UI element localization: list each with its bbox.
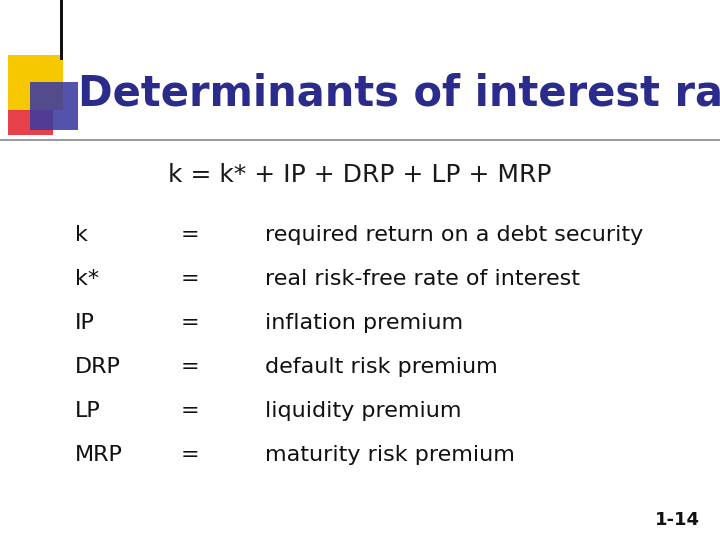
- Text: maturity risk premium: maturity risk premium: [265, 445, 515, 465]
- Text: required return on a debt security: required return on a debt security: [265, 225, 643, 245]
- Bar: [8, 55, 63, 110]
- Text: =: =: [181, 357, 199, 377]
- Text: Determinants of interest rates: Determinants of interest rates: [78, 72, 720, 114]
- Text: real risk-free rate of interest: real risk-free rate of interest: [265, 269, 580, 289]
- Text: liquidity premium: liquidity premium: [265, 401, 462, 421]
- Text: k = k* + IP + DRP + LP + MRP: k = k* + IP + DRP + LP + MRP: [168, 163, 552, 187]
- Text: k*: k*: [75, 269, 99, 289]
- Text: 1-14: 1-14: [655, 511, 700, 529]
- Bar: [8, 90, 53, 135]
- Text: =: =: [181, 445, 199, 465]
- Text: k: k: [75, 225, 88, 245]
- Bar: [30, 82, 78, 130]
- Bar: [60, 0, 63, 60]
- Text: inflation premium: inflation premium: [265, 313, 463, 333]
- Text: DRP: DRP: [75, 357, 121, 377]
- Text: =: =: [181, 313, 199, 333]
- Text: =: =: [181, 401, 199, 421]
- Text: MRP: MRP: [75, 445, 123, 465]
- Text: =: =: [181, 269, 199, 289]
- Text: LP: LP: [75, 401, 101, 421]
- Text: default risk premium: default risk premium: [265, 357, 498, 377]
- Text: =: =: [181, 225, 199, 245]
- Text: IP: IP: [75, 313, 95, 333]
